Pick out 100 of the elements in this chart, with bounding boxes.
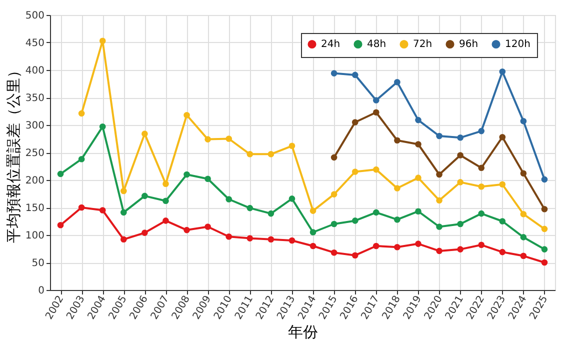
point [142,230,148,236]
point [372,109,380,116]
legend-label: 72h [413,39,432,50]
point [310,242,316,250]
point [436,197,442,204]
point [268,236,274,243]
point [78,204,85,211]
point [184,171,190,178]
point [184,226,190,234]
point [541,259,548,266]
point [394,244,400,250]
point [499,134,506,140]
y-axis-title: 平均預報位置誤差（公里） [4,63,22,243]
point [541,176,548,183]
point [499,248,506,256]
point [478,210,485,217]
point [99,123,106,130]
point [184,112,190,118]
point [394,185,400,192]
point [520,210,527,218]
point [436,171,442,178]
point [394,137,400,144]
point [415,141,422,148]
point [541,226,548,232]
y-tick-label: 100 [25,230,44,242]
point [226,233,232,240]
point [436,132,442,140]
point [457,179,464,186]
y-tick-label: 0 [38,286,44,296]
point [268,210,274,217]
point [99,38,106,44]
point [246,150,254,158]
point [330,70,338,76]
point [478,242,485,248]
y-tick-label: 250 [25,148,44,159]
point [120,236,127,243]
point [288,142,296,150]
point [520,252,527,260]
point [520,170,527,177]
point [204,224,211,230]
point [478,183,485,190]
point [204,176,211,182]
y-tick-label: 350 [25,93,44,104]
y-tick-label: 450 [25,38,44,49]
point [330,220,338,228]
y-tick-label: 300 [25,120,44,132]
legend-label: 96h [459,39,478,50]
point [330,154,338,161]
point [288,237,296,244]
point [457,152,464,158]
point [372,209,380,216]
point [520,234,527,240]
point [226,196,232,202]
point [436,224,442,230]
point [415,208,422,215]
point [478,164,485,172]
point [541,206,548,212]
point [226,136,232,142]
point [478,128,485,134]
y-tick-label: 150 [25,203,44,214]
point [499,181,506,188]
point [162,198,169,204]
point [436,248,442,254]
point [78,156,85,162]
y-tick-label: 200 [25,176,44,186]
y-tick-label: 400 [25,66,44,76]
y-tick-label: 500 [25,10,44,22]
point [415,174,422,181]
point [499,68,506,75]
point [372,242,380,250]
point [457,220,464,228]
point [372,97,380,104]
point [78,110,85,117]
point [520,118,527,124]
point [352,72,358,78]
point [57,222,64,228]
point [310,229,316,236]
point [352,119,358,126]
point [204,136,211,142]
point [120,188,127,194]
legend-label: 120h [505,39,530,50]
point [541,246,548,252]
y-tick-label: 50 [32,258,44,269]
point [142,130,148,137]
point [394,78,400,86]
point [372,166,380,173]
legend-label: 24h [321,39,340,50]
point [394,216,400,223]
point [310,208,316,214]
point [120,209,127,216]
point [415,240,422,247]
point [162,218,169,224]
point [142,192,148,200]
point [162,180,169,188]
point [330,191,338,198]
point [352,168,358,175]
x-axis-title: 年份 [288,323,318,342]
point [415,116,422,124]
point [352,252,358,259]
point [99,207,106,214]
